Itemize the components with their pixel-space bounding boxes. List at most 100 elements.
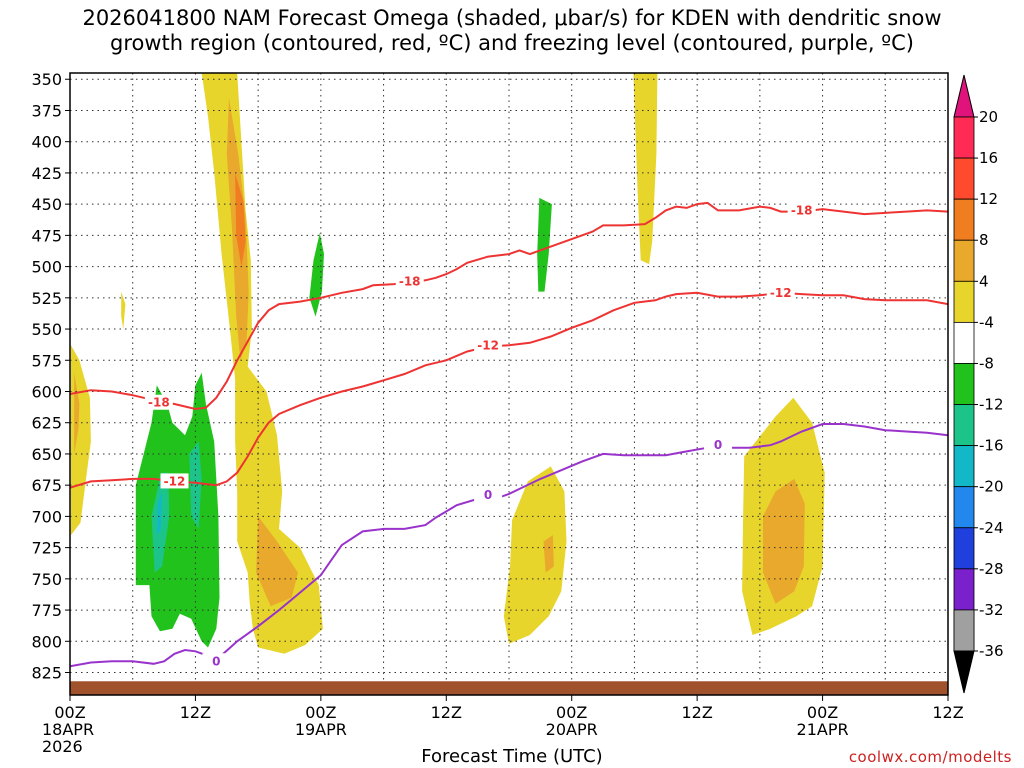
colorbar-label-11: -28 [979,560,1004,578]
omega-shading [71,73,825,654]
y-tick-label-450: 450 [31,195,62,214]
x-tick-label-12-0: 12Z [180,703,211,722]
ground-surface [70,681,948,695]
contour-label-bg-0-1 [395,273,424,289]
y-tick-label-700: 700 [31,507,62,526]
x-tick-label-84-0: 12Z [932,703,963,722]
y-tick-label-675: 675 [31,476,62,495]
colorbar-swatch-10 [953,527,975,570]
contour-labels: -18 -18 -18 -12 -12 -12 0 0 0 [144,202,816,669]
y-tick-label-425: 425 [31,164,62,183]
omega-region-10 [537,197,552,292]
colorbar-label-13: -36 [979,642,1004,660]
contour-label-2-2: 0 [714,438,722,452]
omega-region-7 [309,232,324,317]
colorbar-label-4: 4 [979,272,989,290]
x-tick-label-0-2: 2026 [42,737,83,756]
colorbar-swatch-0 [953,116,975,159]
omega-region-2 [121,291,126,329]
colorbar-swatch-1 [953,157,975,200]
colorbar-swatch-3 [953,239,975,282]
omega-region-9 [543,535,554,573]
x-tick-label-0-0: 00Z [54,703,85,722]
credit-text: coolwx.com/modelts [848,748,1012,766]
y-tick-label-575: 575 [31,351,62,370]
x-axis-label: Forecast Time (UTC) [421,746,603,767]
y-axis: 350 375 400 425 450 475 500 525 550 575 600 625 650 6… [31,70,70,683]
colorbar-label-9: -20 [979,478,1004,496]
contour-label-bg-1-1 [474,337,503,353]
y-tick-label-825: 825 [31,664,62,683]
y-tick-label-350: 350 [31,70,62,89]
y-tick-label-475: 475 [31,226,62,245]
contour-label-bg-0-0 [144,394,173,410]
colorbar-label-1: 16 [979,149,998,167]
y-tick-label-550: 550 [31,320,62,339]
colorbar-label-12: -32 [979,601,1004,619]
contour-label-0-1: -18 [399,275,421,289]
colorbar-top-triangle [953,74,975,118]
colorbar-swatch-13 [953,609,975,652]
colorbar-swatch-5 [953,321,975,364]
colorbar-swatch-6 [953,363,975,405]
y-tick-label-775: 775 [31,601,62,620]
colorbar-swatch-9 [953,486,975,529]
y-tick-label-600: 600 [31,382,62,401]
contour-label-2-0: 0 [212,654,220,668]
contour-label-1-0: -12 [164,474,186,488]
contour-label-0-2: -18 [791,203,813,217]
colorbar-bottom-triangle [953,650,975,694]
chart-title: 2026041800 NAM Forecast Omega (shaded, μ… [82,6,942,55]
contour-label-1-1: -12 [477,338,499,352]
colorbar-label-2: 12 [979,190,998,208]
y-tick-label-375: 375 [31,101,62,120]
omega-region-14 [135,372,220,648]
contour-label-bg-2-1 [474,487,503,503]
x-tick-label-24-0: 00Z [305,703,336,722]
contour-label-bg-1-0 [160,473,189,489]
omega-region-11 [633,73,658,265]
omega-region-13 [763,478,805,604]
colorbar-swatch-7 [953,404,975,447]
x-tick-label-72-0: 00Z [807,703,838,722]
colorbar-label-6: -8 [979,354,994,372]
omega-region-5 [235,172,246,267]
y-tick-label-800: 800 [31,632,62,651]
y-tick-label-500: 500 [31,258,62,277]
y-tick-label-400: 400 [31,133,62,152]
y-tick-label-525: 525 [31,289,62,308]
contour-label-1-2: -12 [770,286,792,300]
colorbar-label-5: -4 [979,313,994,331]
y-tick-label-725: 725 [31,539,62,558]
x-tick-label-72-1: 21APR [797,720,849,739]
x-tick-label-24-1: 19APR [295,720,347,739]
x-tick-label-36-0: 12Z [431,703,462,722]
contour-label-bg-2-2 [704,437,733,453]
colorbar-swatch-8 [953,445,975,488]
omega-region-6 [256,516,298,607]
y-tick-label-750: 750 [31,570,62,589]
x-tick-label-48-0: 00Z [556,703,587,722]
omega-region-17 [156,491,162,536]
colorbar-label-7: -12 [979,396,1004,414]
contour-label-0-0: -18 [148,396,170,410]
colorbar-swatch-11 [953,568,975,611]
contour-label-bg-0-2 [787,202,816,218]
x-tick-label-0-1: 18APR [42,720,94,739]
colorbar-label-0: 20 [979,108,998,126]
colorbar: 20 16 12 8 4 -4 -8 -12 -16 -20 -24 -28 -32 -36 [953,74,1004,694]
contour-label-2-1: 0 [484,488,492,502]
y-tick-label-650: 650 [31,445,62,464]
colorbar-label-8: -16 [979,437,1004,455]
x-tick-label-48-1: 20APR [546,720,598,739]
colorbar-label-10: -24 [979,519,1004,537]
plot-frame [69,72,949,696]
x-tick-label-60-0: 12Z [681,703,712,722]
colorbar-label-3: 8 [979,231,989,249]
contour-label-bg-2-0 [202,653,231,669]
omega-region-16 [189,441,202,529]
contour-label-bg-1-2 [766,284,795,300]
y-tick-label-625: 625 [31,414,62,433]
